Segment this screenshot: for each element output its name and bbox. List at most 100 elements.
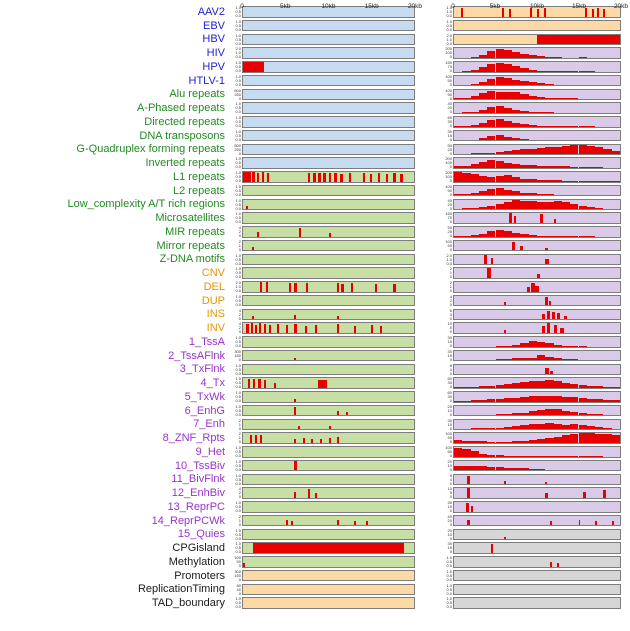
- y-tick-label: 0.0: [229, 220, 241, 224]
- left-track-panel: [242, 20, 415, 32]
- signal-bar: [471, 387, 479, 388]
- y-tick-label: 0: [427, 358, 452, 362]
- signal-bar: [537, 342, 545, 347]
- y-tick-label: 0: [427, 124, 452, 128]
- signal-bar: [554, 147, 562, 155]
- signal-bar: [509, 213, 512, 223]
- column-gap: [415, 396, 427, 397]
- y-tick-label: 0: [427, 330, 452, 334]
- signal-bar: [496, 119, 504, 127]
- signal-bar: [496, 77, 504, 86]
- signal-bar: [487, 91, 495, 100]
- right-track-panel: [453, 75, 621, 87]
- signal-bar: [557, 563, 559, 566]
- signal-bar: [579, 425, 587, 429]
- signal-bar: [496, 188, 504, 195]
- signal-bar: [329, 173, 331, 182]
- y-tick-label: 0.0: [229, 289, 241, 293]
- signal-bar: [529, 70, 537, 72]
- signal-bar: [471, 96, 479, 99]
- signal-bar: [545, 126, 553, 127]
- signal-bar: [496, 204, 504, 209]
- signal-bar: [363, 173, 365, 182]
- signal-bar: [579, 145, 587, 154]
- signal-bar: [562, 146, 570, 155]
- y-tick-label: 0: [229, 440, 241, 444]
- signal-bar: [351, 283, 353, 292]
- left-track-panel: [242, 295, 415, 307]
- signal-bar: [537, 126, 545, 127]
- signal-bar: [315, 325, 317, 333]
- y-tick-label: 0: [427, 413, 452, 417]
- signal-bar: [545, 357, 553, 360]
- signal-bar: [512, 242, 515, 251]
- left-track-panel: [242, 529, 415, 541]
- signal-bar: [537, 180, 545, 182]
- left-track-panel: [242, 130, 415, 142]
- signal-bar: [274, 383, 276, 388]
- signal-bar: [554, 396, 562, 401]
- x-tick-label: 15kb: [365, 3, 379, 10]
- left-track-panel: [242, 34, 415, 46]
- y-tick-label: 0.0: [229, 372, 241, 376]
- signal-bar: [512, 52, 520, 58]
- signal-bar: [289, 283, 291, 292]
- left-track-panel: [242, 226, 415, 238]
- signal-bar: [554, 195, 562, 196]
- right-track-panel: [453, 584, 621, 596]
- track-label: EBV: [0, 20, 229, 32]
- signal-bar: [491, 544, 494, 553]
- signal-bar: [552, 312, 555, 320]
- column-gap: [415, 135, 427, 136]
- signal-bar: [587, 167, 595, 168]
- column-gap: [415, 149, 427, 150]
- signal-bar: [487, 153, 495, 154]
- signal-bar: [529, 358, 537, 361]
- column-gap: [415, 190, 427, 191]
- signal-bar: [504, 137, 512, 141]
- signal-bar: [512, 200, 520, 209]
- signal-bar: [520, 413, 528, 416]
- left-track-panel: [242, 460, 415, 472]
- track-label: Low_complexity A/T rich regions: [0, 198, 229, 210]
- y-tick-label: 0.0: [229, 385, 241, 389]
- signal-bar: [504, 92, 512, 99]
- signal-bar: [487, 442, 495, 443]
- y-tick-label: 0: [427, 152, 452, 156]
- track-label: HIV: [0, 47, 229, 59]
- track-label: Alu repeats: [0, 88, 229, 100]
- signal-bar: [545, 98, 553, 99]
- signal-bar: [512, 441, 520, 442]
- signal-bar: [570, 71, 578, 72]
- y-tick-label: 0.0: [229, 138, 241, 142]
- signal-bar: [496, 455, 504, 456]
- signal-bar: [570, 412, 578, 415]
- right-track-panel: [453, 267, 621, 279]
- signal-bar: [579, 181, 587, 182]
- column-gap: [415, 218, 427, 219]
- signal-bar: [479, 123, 487, 127]
- signal-bar: [587, 414, 595, 415]
- signal-bar: [537, 97, 545, 99]
- signal-bar: [545, 147, 553, 154]
- signal-bar: [520, 111, 528, 113]
- signal-bar: [570, 98, 578, 99]
- track-label: 12_EnhBiv: [0, 487, 229, 499]
